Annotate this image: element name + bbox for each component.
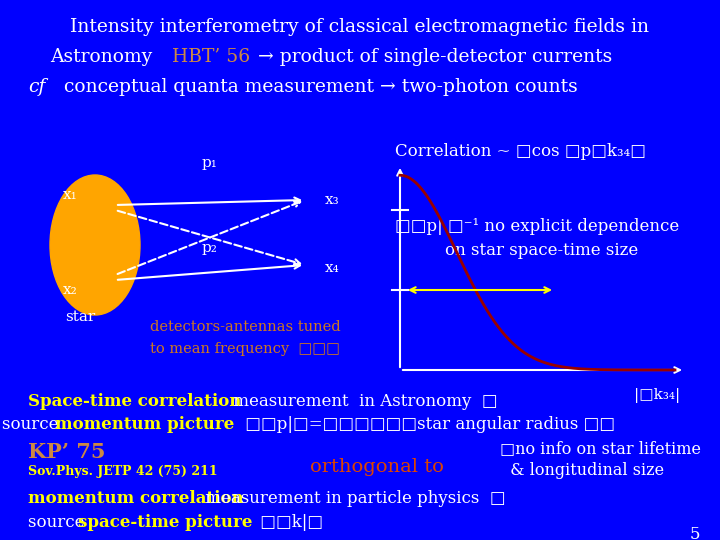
Text: p₁: p₁ xyxy=(202,156,218,170)
Text: measurement in particle physics  □: measurement in particle physics □ xyxy=(200,490,505,507)
Text: source: source xyxy=(2,416,64,433)
Text: x₂: x₂ xyxy=(63,283,77,297)
Text: orthogonal to: orthogonal to xyxy=(310,458,444,476)
Text: Sov.Phys. JETP 42 (75) 211: Sov.Phys. JETP 42 (75) 211 xyxy=(28,465,217,478)
Text: → product of single-detector currents: → product of single-detector currents xyxy=(252,48,612,66)
Text: momentum correlation: momentum correlation xyxy=(28,490,243,507)
Text: source: source xyxy=(28,514,90,531)
Text: KP’ 75: KP’ 75 xyxy=(28,442,106,462)
Text: cf: cf xyxy=(28,78,45,96)
Text: conceptual quanta measurement → two-photon counts: conceptual quanta measurement → two-phot… xyxy=(52,78,577,96)
Text: Correlation ~ □cos □p□k₃₄□: Correlation ~ □cos □p□k₃₄□ xyxy=(395,143,646,160)
Text: star: star xyxy=(65,310,95,324)
Text: Astronomy: Astronomy xyxy=(50,48,158,66)
Ellipse shape xyxy=(50,175,140,315)
Text: 5: 5 xyxy=(690,526,700,540)
Text: space-time picture: space-time picture xyxy=(78,514,253,531)
Text: detectors-antennas tuned: detectors-antennas tuned xyxy=(150,320,341,334)
Text: HBT’ 56: HBT’ 56 xyxy=(172,48,250,66)
Text: □□p|□=□□□□□□star angular radius □□: □□p|□=□□□□□□star angular radius □□ xyxy=(240,416,615,433)
Text: measurement  in Astronomy  □: measurement in Astronomy □ xyxy=(228,393,498,410)
Text: x₃: x₃ xyxy=(325,193,340,207)
Text: □no info on star lifetime: □no info on star lifetime xyxy=(500,440,701,457)
Text: & longitudinal size: & longitudinal size xyxy=(500,462,664,479)
Text: to mean frequency  □□□: to mean frequency □□□ xyxy=(150,342,340,356)
Text: x₁: x₁ xyxy=(63,188,77,202)
Text: Space-time correlation: Space-time correlation xyxy=(28,393,241,410)
Text: □□k|□: □□k|□ xyxy=(255,514,323,531)
Text: x₄: x₄ xyxy=(325,261,340,275)
Text: |□k₃₄|: |□k₃₄| xyxy=(634,388,680,403)
Text: momentum picture: momentum picture xyxy=(55,416,234,433)
Text: on star space-time size: on star space-time size xyxy=(445,242,638,259)
Text: Intensity interferometry of classical electromagnetic fields in: Intensity interferometry of classical el… xyxy=(71,18,649,36)
Text: p₂: p₂ xyxy=(202,241,218,255)
Text: □□p| □⁻¹ no explicit dependence: □□p| □⁻¹ no explicit dependence xyxy=(395,218,679,235)
